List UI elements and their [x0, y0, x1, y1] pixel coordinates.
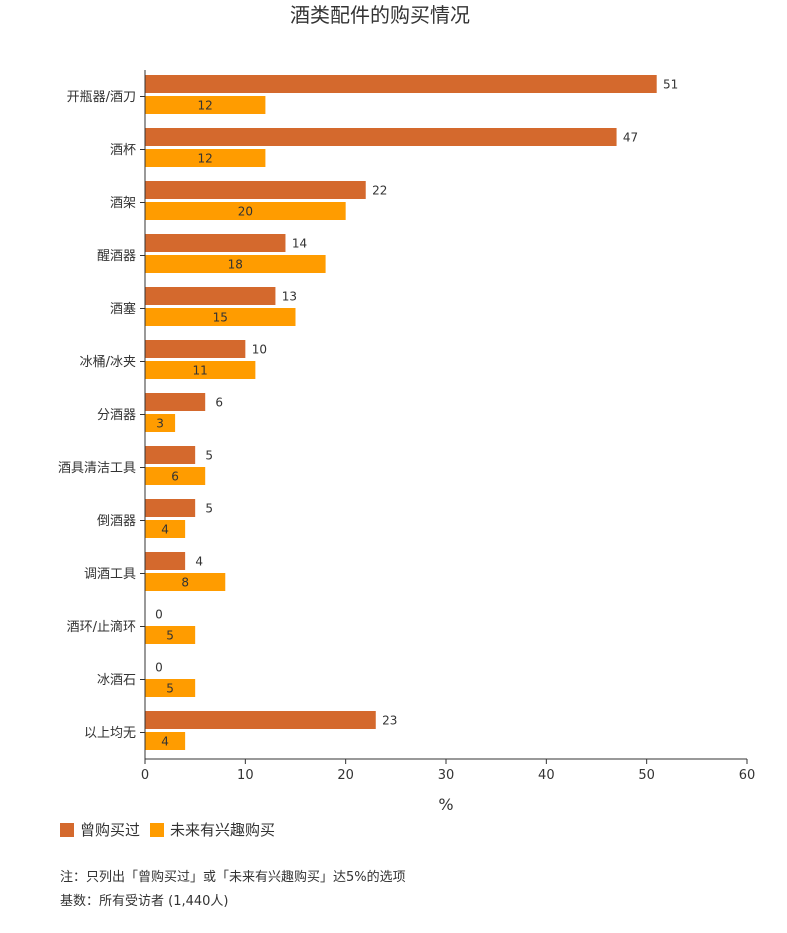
bar-purchased — [145, 181, 366, 199]
chart-title: 酒类配件的购买情况 — [290, 3, 470, 27]
x-tick-label: 40 — [538, 768, 555, 783]
category-label: 冰酒石 — [97, 673, 136, 688]
bar-purchased — [145, 234, 286, 252]
note-line: 注：只列出「曾购买过」或「未来有兴趣购买」达5%的选项 — [60, 870, 406, 885]
data-label: 5 — [205, 449, 213, 463]
data-label: 8 — [181, 576, 189, 590]
x-tick-label: 60 — [739, 768, 756, 783]
data-label: 3 — [156, 417, 164, 431]
data-label: 12 — [198, 99, 213, 113]
bar-purchased — [145, 75, 657, 93]
data-label: 51 — [663, 78, 678, 92]
x-tick-label: 30 — [438, 768, 455, 783]
legend-label-interested: 未来有兴趣购买 — [170, 821, 276, 839]
category-label: 分酒器 — [97, 408, 136, 423]
data-label: 23 — [382, 714, 397, 728]
bar-purchased — [145, 287, 276, 305]
category-label: 酒塞 — [110, 301, 136, 317]
legend-swatch-purchased — [60, 822, 74, 837]
bar-interested — [145, 467, 206, 485]
data-label: 5 — [166, 682, 174, 696]
data-label: 5 — [166, 629, 174, 643]
category-label: 以上均无 — [84, 726, 136, 741]
bar-interested — [145, 308, 296, 326]
data-label: 0 — [155, 608, 163, 622]
category-label: 开瓶器/酒刀 — [67, 90, 136, 105]
legend-item-purchased[interactable]: 曾购买过 — [60, 819, 140, 840]
bar-interested — [145, 520, 186, 538]
bar-purchased — [145, 499, 196, 517]
bar-interested — [145, 414, 176, 432]
legend-item-interested[interactable]: 未来有兴趣购买 — [150, 819, 275, 840]
category-label: 酒环/止滴环 — [67, 619, 136, 635]
category-label: 醒酒器 — [97, 249, 136, 264]
data-label: 11 — [193, 364, 208, 378]
legend-label-purchased: 曾购买过 — [80, 821, 141, 839]
data-label: 5 — [205, 502, 213, 516]
legend-swatch-interested — [150, 822, 165, 837]
bar-interested — [145, 732, 186, 750]
bar-interested — [145, 255, 326, 273]
bar-interested — [145, 96, 266, 114]
data-label: 22 — [372, 184, 387, 198]
bar-purchased — [145, 128, 617, 146]
x-tick-label: 20 — [337, 768, 354, 783]
data-label: 47 — [623, 131, 638, 145]
data-label: 13 — [282, 290, 297, 304]
x-tick-label: 50 — [638, 768, 655, 783]
legend: 曾购买过 未来有兴趣购买 — [60, 819, 275, 840]
bar-purchased — [145, 393, 206, 411]
data-label: 20 — [238, 205, 253, 219]
category-label: 酒具清洁工具 — [58, 461, 136, 476]
data-label: 15 — [213, 311, 228, 325]
bar-purchased — [145, 340, 246, 358]
data-label: 12 — [198, 152, 213, 166]
category-label: 调酒工具 — [84, 567, 136, 582]
bar-interested — [145, 361, 256, 379]
bar-chart: 酒类配件的购买情况 51 12 47 12 22 20 14 18 13 15 10 11 6 3 5 6 5 4… — [58, 3, 755, 814]
data-label: 6 — [171, 470, 179, 484]
data-label: 4 — [161, 523, 169, 537]
x-axis-title: % — [438, 795, 453, 814]
data-label: 0 — [155, 661, 163, 675]
bar-interested — [145, 149, 266, 167]
data-label: 18 — [228, 258, 243, 272]
bar-interested — [145, 626, 196, 644]
x-tick-label: 0 — [141, 768, 149, 783]
category-label: 酒杯 — [110, 143, 136, 158]
category-label: 倒酒器 — [97, 514, 136, 529]
chart-notes: 注：只列出「曾购买过」或「未来有兴趣购买」达5%的选项 基数：所有受访者 (1,… — [60, 866, 406, 914]
data-label: 14 — [292, 237, 307, 251]
bar-interested — [145, 573, 226, 591]
data-label: 10 — [252, 343, 267, 357]
axes-layer: 开瓶器/酒刀酒杯酒架醒酒器酒塞冰桶/冰夹分酒器酒具清洁工具倒酒器调酒工具酒环/止… — [58, 70, 755, 783]
bar-purchased — [145, 446, 196, 464]
bar-interested — [145, 679, 196, 697]
data-label: 4 — [161, 735, 169, 749]
bar-purchased — [145, 552, 186, 570]
bar-purchased — [145, 711, 376, 729]
x-tick-label: 10 — [237, 768, 254, 783]
category-label: 酒架 — [110, 196, 136, 211]
category-label: 冰桶/冰夹 — [80, 355, 136, 370]
base-line: 基数：所有受访者 (1,440人) — [60, 894, 229, 909]
data-label: 4 — [195, 555, 203, 569]
data-label: 6 — [215, 396, 223, 410]
bar-interested — [145, 202, 346, 220]
